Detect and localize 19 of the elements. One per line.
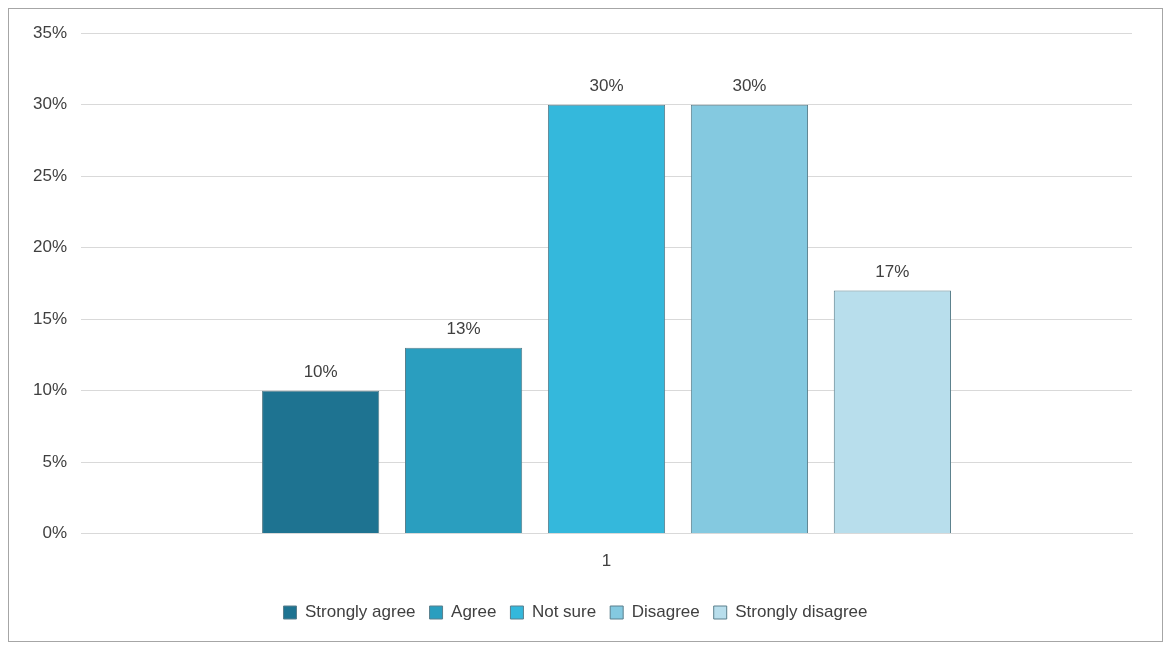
data-label: 17% — [875, 261, 910, 281]
y-tick-label: 10% — [32, 380, 68, 400]
data-label: 30% — [732, 75, 767, 95]
legend-label: Strongly disagree — [735, 602, 868, 622]
legend-label: Strongly agree — [305, 602, 416, 622]
legend-label: Agree — [451, 602, 497, 622]
y-tick-label: 15% — [32, 308, 68, 328]
y-tick-label: 30% — [32, 94, 68, 114]
x-tick-label: 1 — [601, 551, 612, 571]
y-tick-label: 5% — [42, 451, 68, 471]
legend-label: Not sure — [531, 602, 597, 622]
legend-label: Disagree — [631, 602, 700, 622]
data-label: 10% — [303, 361, 338, 381]
data-label: 13% — [446, 318, 481, 338]
y-tick-label: 20% — [32, 237, 68, 257]
data-label: 30% — [589, 75, 624, 95]
y-tick-label: 25% — [32, 165, 68, 185]
y-tick-label: 0% — [42, 523, 68, 543]
y-tick-label: 35% — [32, 22, 68, 42]
